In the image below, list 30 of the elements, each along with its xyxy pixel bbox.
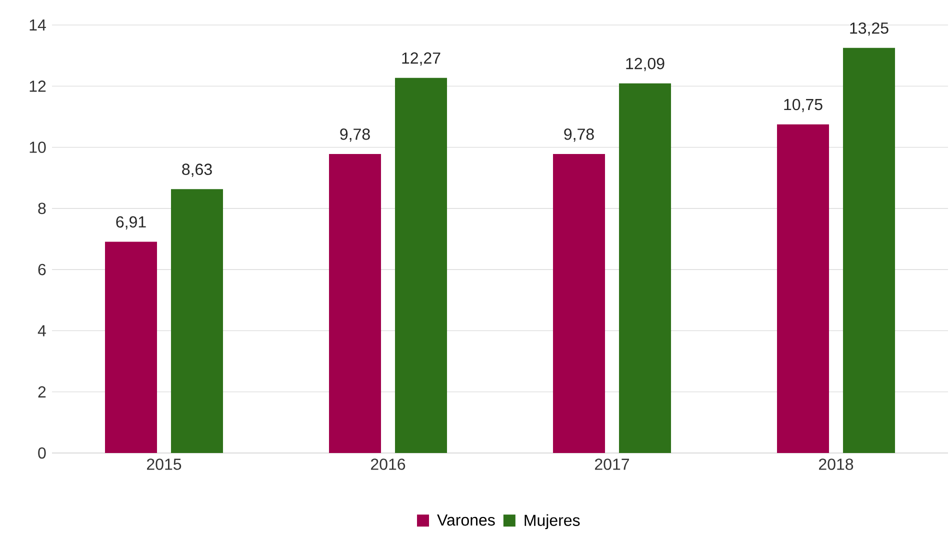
data-label: 9,78 — [340, 128, 370, 142]
y-tick-label: 12 — [30, 80, 46, 92]
bar — [105, 242, 157, 453]
legend-label: Varones — [437, 514, 495, 526]
data-label: 6,91 — [116, 216, 146, 230]
data-label: 9,78 — [564, 128, 594, 142]
x-tick-label: 2017 — [595, 458, 629, 470]
x-tick-label: 2018 — [819, 458, 854, 470]
x-tick-label: 2015 — [147, 458, 182, 470]
bar — [777, 124, 830, 453]
bar — [329, 154, 382, 453]
bar — [171, 189, 223, 453]
bar — [619, 83, 672, 453]
legend-label: Mujeres — [524, 514, 580, 530]
data-label: 12,27 — [402, 52, 440, 66]
y-tick-label: 0 — [38, 447, 46, 459]
y-tick-label: 6 — [38, 264, 46, 276]
data-label: 10,75 — [784, 98, 822, 112]
bar — [553, 154, 606, 453]
data-label: 12,09 — [626, 58, 664, 72]
y-tick-label: 4 — [38, 325, 46, 336]
data-label: 13,25 — [850, 22, 888, 36]
y-tick-label: 14 — [30, 20, 46, 30]
y-tick-label: 8 — [38, 202, 46, 214]
bar — [395, 78, 448, 453]
y-tick-label: 10 — [30, 142, 46, 153]
bar — [843, 48, 896, 453]
x-tick-label: 2016 — [371, 458, 406, 470]
y-tick-label: 2 — [38, 386, 46, 398]
data-label: 8,63 — [182, 164, 212, 177]
